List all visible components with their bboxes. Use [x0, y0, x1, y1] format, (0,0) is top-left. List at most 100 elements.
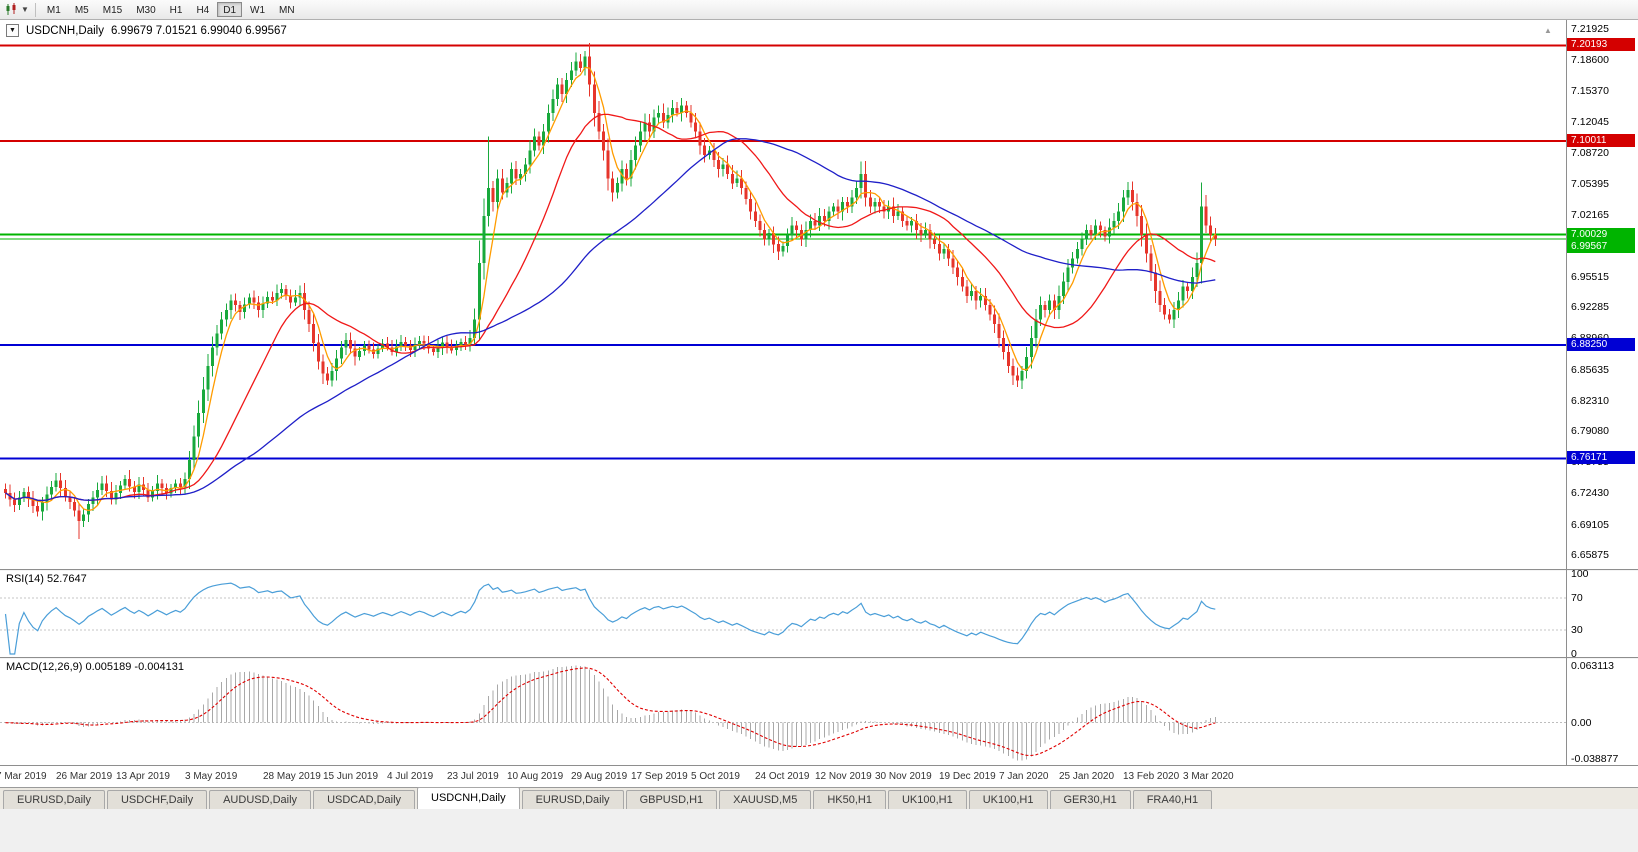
- chart-tab-UK100-H1[interactable]: UK100,H1: [968, 790, 1048, 809]
- price-scale-label: 7.08720: [1571, 147, 1609, 159]
- price-scale-label: 6.72430: [1571, 487, 1609, 499]
- price-scale-separator: [1566, 20, 1567, 765]
- price-scale-label: 6.95515: [1571, 271, 1609, 283]
- rsi-scale-label: 100: [1571, 568, 1589, 580]
- macd-label: MACD(12,26,9) 0.005189 -0.004131: [6, 661, 184, 673]
- chart-title: ▼ USDCNH,Daily 6.99679 7.01521 6.99040 6…: [6, 24, 287, 37]
- price-badge-7.20193: 7.20193: [1567, 38, 1635, 51]
- date-label: 24 Oct 2019: [755, 771, 810, 782]
- rsi-scale-label: 0: [1571, 648, 1577, 660]
- chart-tab-bar: EURUSD,Daily USDCHF,Daily AUDUSD,Daily USDC…: [0, 787, 1638, 809]
- symbol-label: USDCNH,Daily: [26, 24, 104, 37]
- price-scale[interactable]: 7.21925 7.18600 7.15370 7.12045 7.08720 7.053…: [1567, 20, 1638, 765]
- timeframe-toolbar: ▼ M1 M5 M15 M30 H1 H4 D1 W1 MN: [0, 0, 1638, 20]
- ma-line-55: [5, 138, 1216, 502]
- status-bar: [0, 809, 1638, 852]
- current-price-badge: 6.99567: [1567, 240, 1635, 253]
- date-label: 17 Sep 2019: [631, 771, 688, 782]
- price-scale-label: 6.85635: [1571, 364, 1609, 376]
- chart-tab-GER30-H1[interactable]: GER30,H1: [1049, 790, 1131, 809]
- macd-scale-label: 0.063113: [1571, 660, 1615, 672]
- chart-tab-USDCAD-Daily[interactable]: USDCAD,Daily: [313, 790, 416, 809]
- timeframe-button-W1[interactable]: W1: [250, 5, 266, 16]
- rsi-label: RSI(14) 52.7647: [6, 573, 87, 585]
- timeframe-button-MN[interactable]: MN: [279, 5, 295, 16]
- timeframe-button-M15[interactable]: M15: [102, 5, 123, 16]
- rsi-line: [4, 582, 1216, 655]
- chart-tab-AUDUSD-Daily[interactable]: AUDUSD,Daily: [209, 790, 312, 809]
- date-label: 19 Dec 2019: [939, 771, 996, 782]
- rsi-scale-label: 30: [1571, 624, 1583, 636]
- timeframe-button-D1[interactable]: D1: [217, 2, 243, 17]
- dropdown-caret-icon[interactable]: ▼: [21, 5, 29, 14]
- ma-line-5: [5, 66, 1216, 512]
- chart-tab-GBPUSD-H1[interactable]: GBPUSD,H1: [625, 790, 718, 809]
- date-label: 29 Aug 2019: [571, 771, 628, 782]
- chart-tab-USDCNH-Daily[interactable]: USDCNH,Daily: [417, 787, 520, 809]
- chart-tab-UK100-H1[interactable]: UK100,H1: [887, 790, 967, 809]
- price-scale-label: 7.18600: [1571, 54, 1609, 66]
- date-label: 15 Jun 2019: [323, 771, 379, 782]
- date-label: 26 Mar 2019: [56, 771, 113, 782]
- date-label: 23 Jul 2019: [447, 771, 499, 782]
- date-label: 7 Mar 2019: [0, 771, 47, 782]
- chart-tab-HK50-H1[interactable]: HK50,H1: [813, 790, 886, 809]
- chart-tab-USDCHF-Daily[interactable]: USDCHF,Daily: [106, 790, 208, 809]
- date-label: 13 Feb 2020: [1123, 771, 1180, 782]
- timeframe-button-M30[interactable]: M30: [136, 5, 156, 16]
- timeframe-button-M1[interactable]: M1: [46, 5, 61, 16]
- date-label: 12 Nov 2019: [815, 771, 872, 782]
- scroll-arrow-icon[interactable]: ▲: [1544, 26, 1552, 35]
- date-label: 28 May 2019: [263, 771, 321, 782]
- rsi-scale-label: 70: [1571, 592, 1583, 604]
- price-badge-6.76171: 6.76171: [1567, 451, 1635, 464]
- time-axis-separator: [0, 765, 1638, 766]
- ohlc-values: 6.99679 7.01521 6.99040 6.99567: [110, 24, 287, 37]
- price-scale-label: 6.82310: [1571, 395, 1609, 407]
- date-label: 5 Oct 2019: [691, 771, 740, 782]
- timeframe-button-H4[interactable]: H4: [196, 5, 210, 16]
- price-badge-6.88250: 6.88250: [1567, 338, 1635, 351]
- chart-type-icon[interactable]: [3, 2, 21, 17]
- date-label: 3 Mar 2020: [1183, 771, 1234, 782]
- price-scale-label: 7.12045: [1571, 116, 1609, 128]
- main-chart-canvas[interactable]: [0, 20, 1566, 569]
- timeframe-buttons: M1 M5 M15 M30 H1 H4 D1 W1 MN: [40, 2, 302, 17]
- date-label: 3 May 2019: [185, 771, 238, 782]
- macd-panel-canvas[interactable]: [0, 659, 1566, 766]
- price-scale-label: 6.69105: [1571, 519, 1609, 531]
- price-badge-7.00029: 7.00029: [1567, 228, 1635, 241]
- panel-separator[interactable]: [0, 657, 1638, 659]
- date-label: 25 Jan 2020: [1059, 771, 1115, 782]
- ma-line-20: [5, 113, 1216, 502]
- price-scale-label: 7.15370: [1571, 85, 1609, 97]
- price-scale-label: 6.79080: [1571, 425, 1609, 437]
- macd-scale-label: -0.038877: [1571, 753, 1619, 765]
- price-scale-label: 7.21925: [1571, 23, 1609, 35]
- chart-tab-FRA40-H1[interactable]: FRA40,H1: [1132, 790, 1213, 809]
- time-axis[interactable]: 7 Mar 2019 26 Mar 2019 13 Apr 2019 3 May 20…: [0, 766, 1566, 787]
- timeframe-button-H1[interactable]: H1: [169, 5, 183, 16]
- date-label: 13 Apr 2019: [116, 771, 170, 782]
- price-badge-7.10011: 7.10011: [1567, 134, 1635, 147]
- date-label: 10 Aug 2019: [507, 771, 564, 782]
- price-scale-label: 6.65875: [1571, 549, 1609, 561]
- one-click-trading-icon[interactable]: ▼: [6, 24, 19, 37]
- date-label: 30 Nov 2019: [875, 771, 932, 782]
- chart-tab-EURUSD-Daily[interactable]: EURUSD,Daily: [521, 790, 624, 809]
- chart-tab-EURUSD-Daily[interactable]: EURUSD,Daily: [3, 790, 105, 809]
- toolbar-separator: [34, 2, 36, 17]
- rsi-panel-canvas[interactable]: [0, 571, 1566, 657]
- date-label: 7 Jan 2020: [999, 771, 1049, 782]
- chart-tab-XAUUSD-M5[interactable]: XAUUSD,M5: [719, 790, 812, 809]
- date-label: 4 Jul 2019: [387, 771, 434, 782]
- macd-signal-line: [5, 667, 1216, 757]
- timeframe-button-M5[interactable]: M5: [74, 5, 89, 16]
- price-scale-label: 6.92285: [1571, 301, 1609, 313]
- chart-window[interactable]: 7.21925 7.18600 7.15370 7.12045 7.08720 7.053…: [0, 20, 1638, 787]
- macd-scale-label: 0.00: [1571, 717, 1592, 729]
- panel-separator[interactable]: [0, 569, 1638, 571]
- price-scale-label: 7.02165: [1571, 209, 1609, 221]
- price-scale-label: 7.05395: [1571, 178, 1609, 190]
